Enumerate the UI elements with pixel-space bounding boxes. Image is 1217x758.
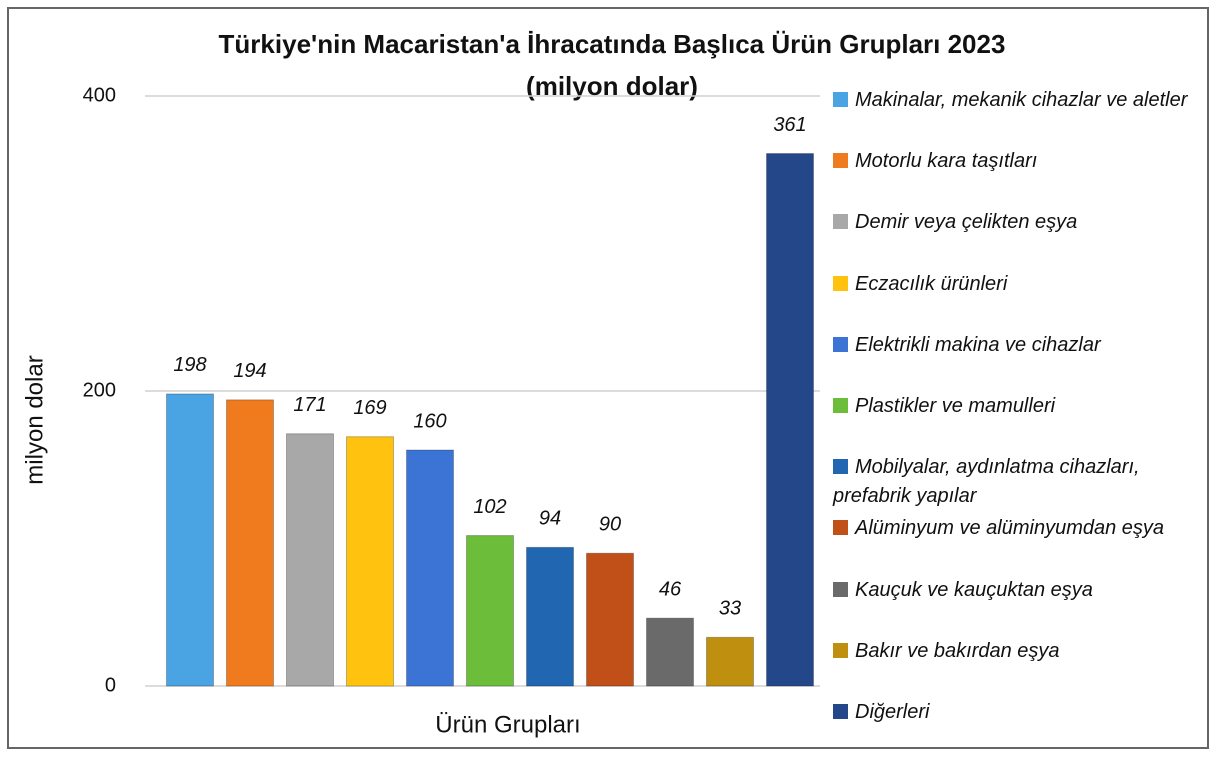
y-tick-label: 200 [83, 379, 116, 401]
legend-item: Makinalar, mekanik cihazlar ve aletler [833, 86, 1203, 115]
legend-swatch [833, 214, 848, 230]
value-label: 33 [719, 598, 741, 620]
legend-swatch [833, 336, 848, 352]
value-label: 198 [173, 354, 206, 376]
legend-label: Alüminyum ve alüminyumdan eşya [855, 517, 1165, 540]
legend-swatch [833, 459, 848, 475]
legend-item: Elektrikli makina ve cihazlar [833, 331, 1203, 360]
value-label: 171 [293, 394, 326, 416]
legend-item: Alüminyum ve alüminyumdan eşya [833, 514, 1203, 543]
legend-item: Diğerleri [833, 698, 1203, 727]
bar [406, 449, 454, 687]
legend-swatch [833, 398, 848, 413]
legend-item: Demir veya çelikten eşya [833, 208, 1203, 237]
value-label: 90 [599, 514, 621, 536]
value-label: 194 [233, 360, 266, 382]
bar [346, 436, 394, 687]
legend-label: Kauçuk ve kauçuktan eşya [855, 578, 1093, 601]
value-label: 102 [473, 496, 506, 518]
bar [166, 393, 214, 687]
value-label: 169 [353, 397, 386, 419]
chart-title: Türkiye'nin Macaristan'a İhracatında Baş… [219, 29, 1006, 59]
bar [286, 433, 334, 687]
legend-label: Bakır ve bakırdan eşya [855, 639, 1060, 662]
legend-label: Motorlu kara taşıtları [855, 150, 1038, 173]
legend-label: Diğerleri [855, 701, 930, 723]
legend-swatch [833, 92, 848, 107]
value-label: 46 [659, 578, 682, 600]
legend-label: Eczacılık ürünleri [855, 272, 1008, 295]
x-axis-label: Ürün Grupları [435, 711, 580, 738]
y-axis-label: milyon dolar [21, 355, 48, 484]
legend-label: Mobilyalar, aydınlatma cihazları, prefab… [833, 456, 1140, 508]
legend-item: Mobilyalar, aydınlatma cihazları, prefab… [833, 453, 1203, 511]
legend-item: Kauçuk ve kauçuktan eşya [833, 576, 1203, 605]
legend-label: Makinalar, mekanik cihazlar ve aletler [855, 89, 1188, 111]
legend-swatch [833, 153, 848, 169]
y-tick-label: 400 [83, 84, 116, 106]
y-tick-label: 0 [105, 674, 116, 696]
value-label: 94 [539, 508, 561, 530]
legend-item: Bakır ve bakırdan eşya [833, 637, 1203, 666]
legend-item: Plastikler ve mamulleri [833, 392, 1203, 421]
legend-label: Elektrikli makina ve cihazlar [855, 333, 1101, 356]
legend-swatch [833, 704, 848, 719]
bar [466, 535, 514, 687]
legend-item: Eczacılık ürünleri [833, 270, 1203, 299]
bar [526, 546, 574, 687]
value-label: 160 [413, 410, 446, 432]
legend-swatch [833, 642, 848, 658]
legend-swatch [833, 275, 848, 291]
legend-label: Plastikler ve mamulleri [855, 395, 1056, 417]
legend-item: Motorlu kara taşıtları [833, 147, 1203, 176]
bar [226, 399, 274, 687]
legend-swatch [833, 520, 848, 536]
value-label: 361 [773, 114, 806, 136]
legend-swatch [833, 581, 848, 597]
bar [586, 552, 634, 687]
bar [646, 617, 694, 687]
legend-label: Demir veya çelikten eşya [855, 211, 1078, 234]
bar [706, 636, 754, 687]
bar [766, 153, 814, 687]
